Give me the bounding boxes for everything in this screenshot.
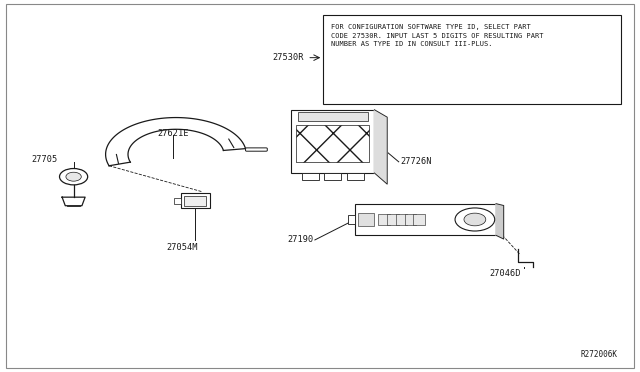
Text: 27726N: 27726N	[400, 157, 431, 166]
Circle shape	[464, 213, 486, 226]
Polygon shape	[374, 110, 387, 184]
Circle shape	[60, 169, 88, 185]
Bar	[291, 110, 374, 173]
Bar	[355, 204, 496, 235]
Circle shape	[66, 172, 81, 181]
Bar	[324, 173, 341, 180]
Bar	[396, 214, 408, 225]
Text: 27046D: 27046D	[490, 269, 522, 278]
Text: 27621E: 27621E	[157, 129, 189, 138]
Bar	[298, 112, 368, 121]
Bar	[413, 214, 425, 225]
Bar	[387, 214, 399, 225]
Bar	[302, 173, 319, 180]
Bar	[184, 196, 206, 206]
Bar	[296, 125, 369, 162]
FancyBboxPatch shape	[246, 148, 268, 151]
Bar	[404, 214, 416, 225]
Text: 27530R: 27530R	[273, 53, 304, 62]
Bar	[358, 213, 374, 226]
Bar	[347, 173, 364, 180]
Text: FOR CONFIGURATION SOFTWARE TYPE ID, SELECT PART
CODE 27530R. INPUT LAST 5 DIGITS: FOR CONFIGURATION SOFTWARE TYPE ID, SELE…	[331, 24, 543, 47]
Bar	[323, 15, 621, 104]
Text: 27190: 27190	[287, 235, 314, 244]
Bar	[378, 214, 390, 225]
Text: R272006K: R272006K	[580, 350, 618, 359]
Text: 27054M: 27054M	[166, 243, 198, 252]
Text: 27705: 27705	[31, 155, 58, 164]
Polygon shape	[496, 204, 504, 239]
Bar	[348, 215, 355, 224]
Bar	[180, 193, 209, 208]
Bar	[174, 198, 180, 204]
Circle shape	[455, 208, 495, 231]
